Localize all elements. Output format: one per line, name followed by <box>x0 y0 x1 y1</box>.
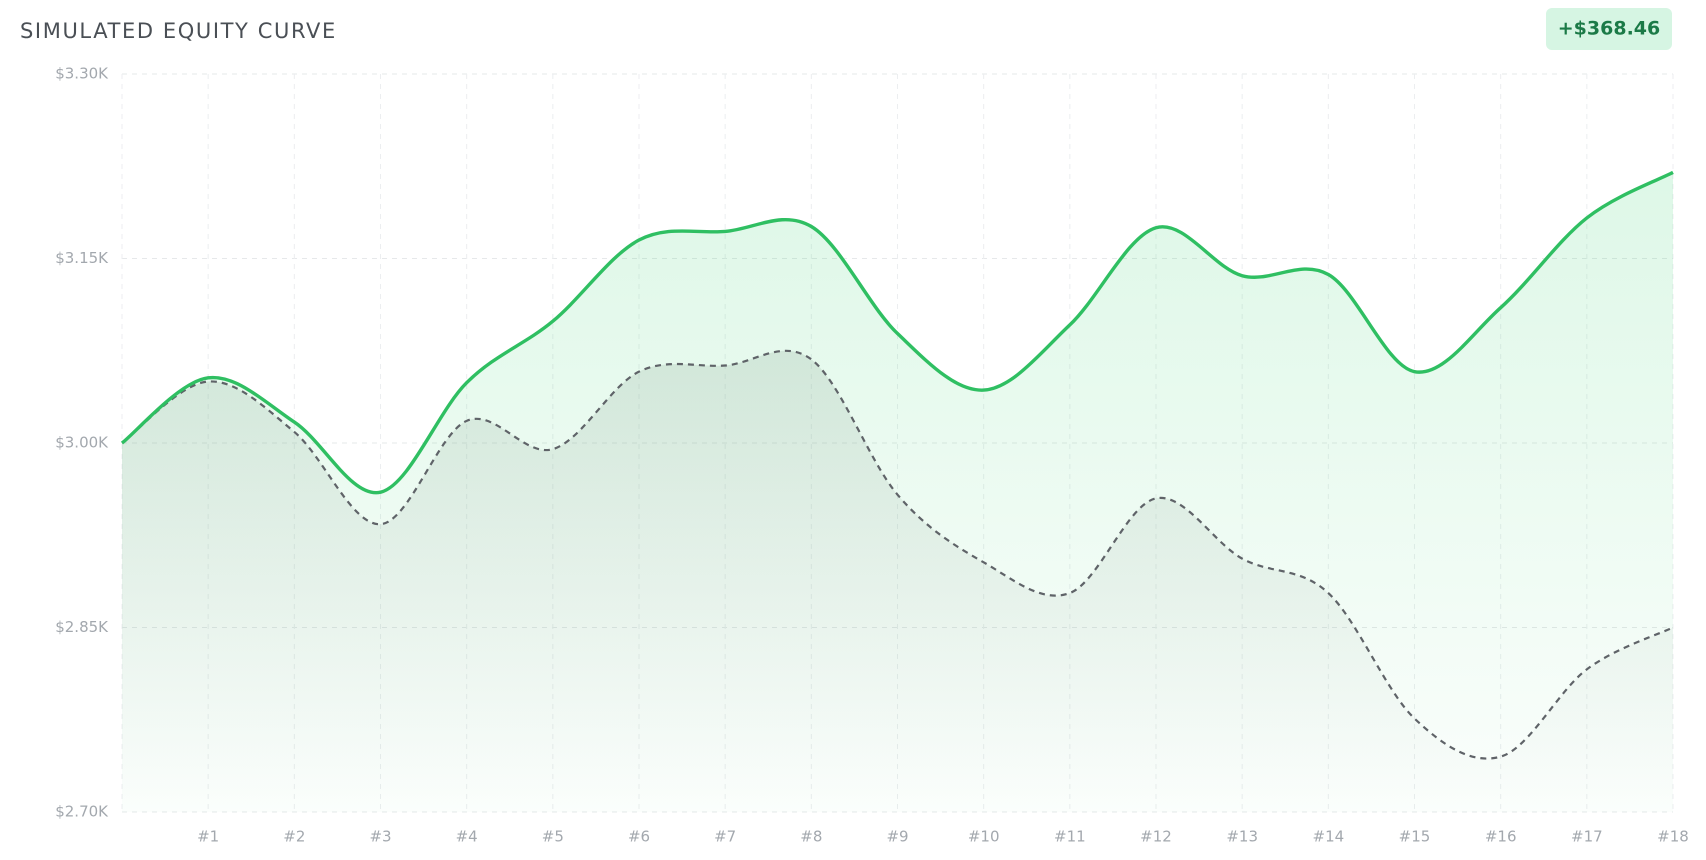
y-tick-label: $2.85K <box>55 618 109 636</box>
y-tick-label: $3.30K <box>55 65 109 83</box>
x-tick-label: #9 <box>886 828 908 846</box>
x-tick-label: #14 <box>1313 828 1345 846</box>
area <box>122 172 1673 812</box>
x-tick-label: #3 <box>369 828 391 846</box>
y-tick-label: $3.00K <box>55 434 109 452</box>
x-tick-label: #18 <box>1657 828 1689 846</box>
x-tick-label: #13 <box>1226 828 1258 846</box>
line <box>121 349 1674 760</box>
x-tick-label: #8 <box>800 828 822 846</box>
y-tick-label: $2.70K <box>55 803 109 821</box>
x-tick-label: #17 <box>1571 828 1603 846</box>
x-tick-label: #5 <box>542 828 564 846</box>
x-tick-label: #15 <box>1399 828 1431 846</box>
x-tick-label: #6 <box>628 828 650 846</box>
x-tick-label: #16 <box>1485 828 1517 846</box>
x-tick-label: #12 <box>1140 828 1172 846</box>
x-tick-label: #11 <box>1054 828 1086 846</box>
badge-text: +$368.46 <box>1558 18 1660 40</box>
x-tick-label: #10 <box>968 828 1000 846</box>
x-tick-label: #4 <box>456 828 478 846</box>
line <box>120 170 1674 495</box>
x-tick-label: #7 <box>714 828 736 846</box>
badge <box>1546 8 1672 50</box>
x-tick-label: #2 <box>283 828 305 846</box>
y-tick-label: $3.15K <box>55 249 109 267</box>
x-tick-label: #1 <box>197 828 219 846</box>
chart-title: SIMULATED EQUITY CURVE <box>20 19 337 43</box>
